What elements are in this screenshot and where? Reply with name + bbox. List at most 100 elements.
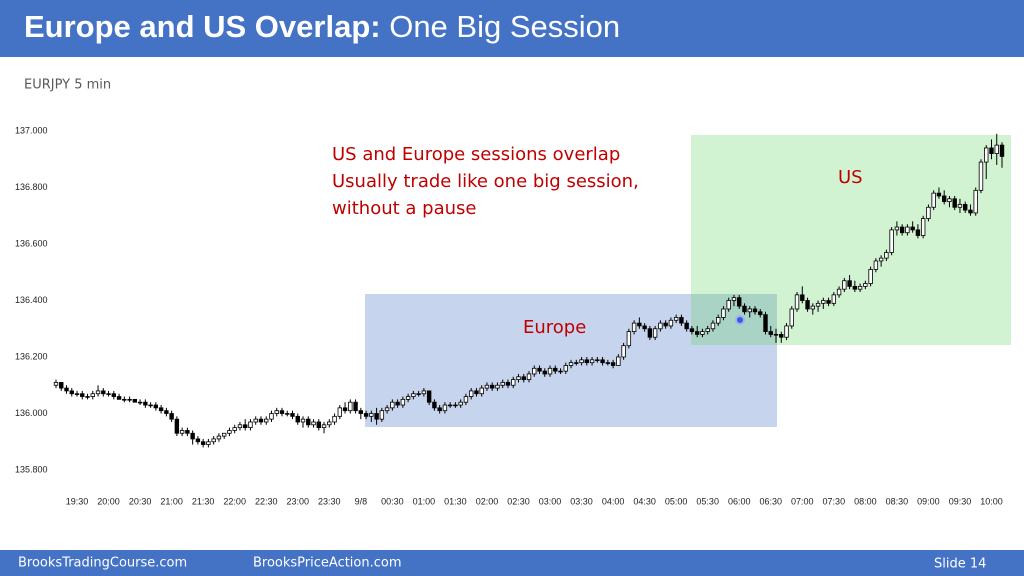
candle-body: [111, 393, 117, 397]
candle-body: [369, 413, 374, 417]
candle-body: [148, 404, 153, 407]
candle-body: [384, 407, 390, 412]
candle-body: [95, 390, 101, 395]
candle-body: [269, 413, 274, 420]
x-tick-label: 05:30: [696, 496, 719, 506]
candle-body: [684, 322, 689, 330]
candle-body: [453, 404, 458, 407]
candle-body: [663, 322, 668, 327]
x-tick-label: 04:30: [633, 496, 656, 506]
candle-body: [521, 376, 526, 380]
candle-body: [411, 393, 416, 397]
candle-body: [889, 229, 894, 253]
x-tick-label: 21:30: [192, 496, 215, 506]
candle-body: [658, 322, 663, 330]
candle-body: [920, 218, 926, 236]
slide-title: Europe and US Overlap: One Big Session: [24, 9, 620, 44]
plot: 135.800 136.000 136.200 136.400 136.600 136.8…: [15, 125, 1005, 506]
x-tick-label: 08:00: [854, 496, 877, 506]
candle-body: [185, 430, 190, 434]
candle-body: [516, 376, 521, 380]
x-tick-label: 01:00: [413, 496, 436, 506]
candle-body: [852, 285, 858, 290]
candle-body: [232, 427, 237, 431]
candle-body: [984, 147, 989, 163]
candle-body: [616, 356, 621, 366]
candle-body: [705, 328, 710, 332]
candle-body: [668, 319, 674, 327]
candle-body: [127, 398, 132, 401]
candle-body: [532, 367, 537, 375]
candle-body: [847, 280, 852, 287]
candle-body: [395, 401, 400, 406]
x-tick-label: 23:00: [286, 496, 309, 506]
candle-body: [742, 305, 747, 313]
candle-body: [505, 382, 511, 386]
candle-body: [584, 359, 590, 364]
candle-body: [652, 328, 658, 338]
cursor-dot: [735, 315, 745, 325]
footer-link: BrooksPriceAction.com: [253, 556, 402, 571]
candle-body: [537, 367, 542, 372]
candle-body: [379, 410, 385, 420]
candle-body: [158, 407, 164, 412]
candle-body: [610, 362, 616, 366]
x-tick-label: 21:00: [160, 496, 183, 506]
candle-body: [815, 302, 821, 307]
y-tick-label: 136.800: [15, 182, 48, 192]
candle-body: [957, 204, 963, 208]
candle-body: [53, 382, 59, 386]
x-tick-label: 04:00: [602, 496, 625, 506]
candle-body: [773, 333, 779, 336]
candle-body: [216, 435, 222, 440]
candle-body: [758, 311, 763, 316]
candle-body: [426, 390, 432, 403]
x-tick-label: 07:30: [823, 496, 846, 506]
candle-body: [227, 430, 232, 434]
candle-body: [905, 226, 910, 234]
candle-body: [689, 328, 695, 332]
candle-body: [784, 325, 789, 338]
candle-body: [274, 410, 279, 414]
subtitle: EURJPY 5 min: [24, 78, 111, 93]
x-tick-label: 19:30: [66, 496, 89, 506]
candle-body: [64, 387, 69, 392]
y-tick-label: 137.000: [15, 125, 48, 135]
x-tick-label: 22:30: [255, 496, 278, 506]
y-tick-label: 136.200: [15, 351, 48, 361]
candle-body: [752, 308, 758, 313]
candle-body: [442, 404, 448, 412]
candle-body: [763, 314, 768, 332]
us-label: US: [838, 167, 863, 188]
x-tick-label: 05:00: [665, 496, 688, 506]
candle-body: [941, 195, 947, 203]
candle-body: [258, 418, 264, 423]
candle-body: [805, 300, 810, 310]
candle-body: [868, 269, 873, 284]
candle-body: [80, 393, 85, 397]
candle-body: [69, 390, 74, 395]
y-tick-label: 136.400: [15, 295, 48, 305]
candle-body: [836, 288, 842, 296]
x-tick-label: 03:00: [539, 496, 562, 506]
candle-body: [211, 438, 216, 443]
candle-body: [694, 331, 700, 335]
candle-body: [195, 438, 201, 443]
candle-body: [248, 421, 253, 429]
y-tick-label: 136.600: [15, 238, 48, 248]
candle-body: [74, 393, 80, 395]
candle-body: [285, 413, 290, 415]
candle-body: [789, 308, 794, 327]
x-tick-label: 02:00: [476, 496, 499, 506]
candle-body: [700, 331, 705, 335]
candle-body: [779, 333, 784, 338]
x-tick-label: 08:30: [886, 496, 909, 506]
candle-body: [873, 260, 879, 270]
candle-body: [332, 415, 337, 423]
x-tick-label: 07:00: [791, 496, 814, 506]
candle-body: [59, 382, 64, 389]
candle-body: [353, 401, 358, 412]
candle-body: [894, 226, 900, 231]
candle-body: [405, 396, 411, 400]
